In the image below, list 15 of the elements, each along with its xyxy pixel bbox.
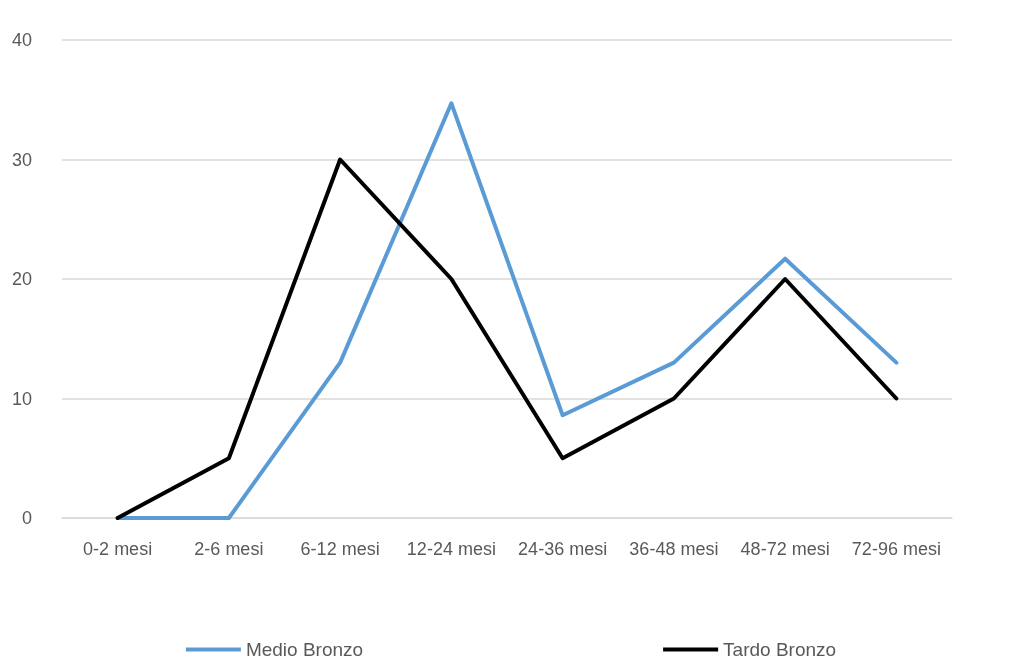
legend-label: Tardo Bronzo (723, 639, 837, 660)
x-tick-label: 72-96 mesi (851, 539, 941, 559)
x-tick-label: 2-6 mesi (194, 539, 264, 559)
x-tick-label: 48-72 mesi (740, 539, 830, 559)
x-tick-label: 6-12 mesi (300, 539, 380, 559)
legend-label: Medio Bronzo (245, 639, 364, 660)
y-tick-label: 0 (21, 508, 32, 528)
x-tick-label: 24-36 mesi (518, 539, 608, 559)
y-tick-label: 40 (11, 30, 32, 50)
x-tick-label: 36-48 mesi (629, 539, 719, 559)
y-tick-label: 20 (11, 269, 32, 289)
y-tick-label: 10 (11, 388, 32, 409)
x-tick-label: 12-24 mesi (406, 539, 496, 559)
x-tick-label: 0-2 mesi (83, 539, 153, 559)
y-tick-label: 30 (11, 149, 32, 170)
